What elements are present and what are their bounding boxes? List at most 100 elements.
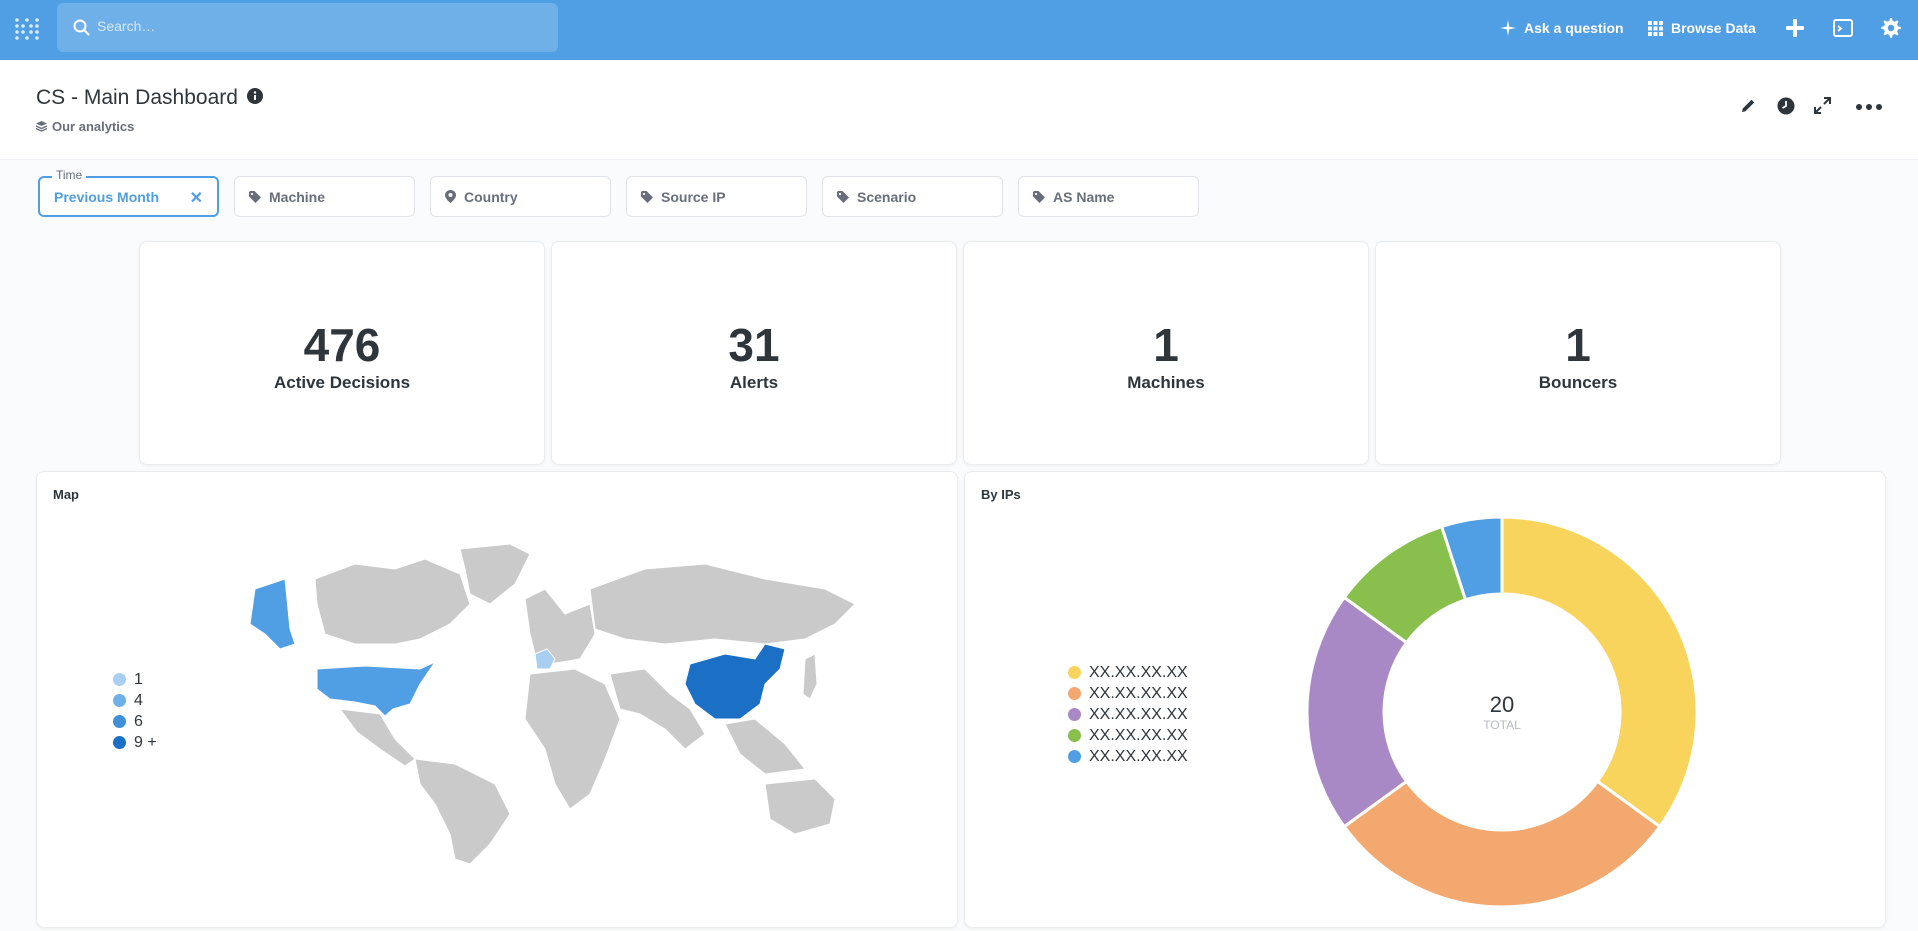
history-clock-icon[interactable]	[1777, 97, 1795, 115]
as-name-filter[interactable]: AS Name	[1018, 176, 1199, 217]
search-icon	[73, 19, 90, 36]
scalar-card-bouncers[interactable]: 1 Bouncers	[1375, 241, 1781, 465]
ask-question-button[interactable]: Ask a question	[1500, 16, 1624, 40]
more-options-icon[interactable]	[1856, 104, 1882, 110]
page-title: CS - Main Dashboard	[36, 86, 238, 109]
scenario-filter-label: Scenario	[857, 188, 917, 205]
legend-swatch	[113, 673, 126, 686]
country-filter[interactable]: Country	[430, 176, 611, 217]
map-region-greenland	[459, 544, 531, 605]
donut-total-value: 20	[1489, 692, 1515, 717]
legend-item[interactable]: XX.XX.XX.XX	[1068, 746, 1188, 767]
map-region-russia	[589, 563, 856, 645]
tag-icon	[1033, 190, 1045, 203]
legend-label: XX.XX.XX.XX	[1089, 705, 1188, 723]
scalar-value: 476	[303, 319, 381, 371]
map-region-australia	[764, 778, 836, 835]
legend-item: 4	[113, 690, 157, 711]
ask-question-label: Ask a question	[1524, 20, 1624, 36]
sparkle-plus-icon	[1500, 20, 1516, 36]
country-filter-label: Country	[464, 188, 518, 205]
legend-item[interactable]: XX.XX.XX.XX	[1068, 725, 1188, 746]
scalar-label: Active Decisions	[273, 373, 411, 392]
close-icon[interactable]: ✕	[189, 190, 203, 207]
card-title: Map	[53, 487, 79, 502]
scalar-card-alerts[interactable]: 31 Alerts	[551, 241, 957, 465]
legend-label: 6	[134, 712, 143, 730]
legend-label: 4	[134, 691, 143, 709]
map-region-middle-east	[609, 668, 706, 750]
tag-icon	[837, 190, 849, 203]
machine-filter[interactable]: Machine	[234, 176, 415, 217]
map-region-france	[534, 648, 556, 670]
donut-slice[interactable]	[1342, 779, 1662, 909]
map-region-south-america	[414, 758, 511, 864]
scalar-card-active-decisions[interactable]: 476 Active Decisions	[139, 241, 545, 465]
time-filter-legend: Time	[52, 168, 87, 182]
browse-data-label: Browse Data	[1671, 20, 1756, 36]
legend-swatch	[1068, 729, 1081, 742]
legend-label: 9 +	[134, 733, 157, 751]
world-map[interactable]	[245, 544, 865, 864]
scalar-label: Alerts	[729, 373, 779, 392]
legend-swatch	[113, 715, 126, 728]
map-legend: 1 4 6 9 +	[113, 669, 157, 753]
legend-item: 9 +	[113, 732, 157, 753]
map-region-se-asia	[724, 718, 806, 775]
legend-item[interactable]: XX.XX.XX.XX	[1068, 704, 1188, 725]
by-ips-card[interactable]: By IPs XX.XX.XX.XX XX.XX.XX.XX XX.XX.XX.…	[964, 471, 1886, 928]
legend-item: 1	[113, 669, 157, 690]
metabase-logo-icon[interactable]	[14, 17, 40, 43]
legend-label: XX.XX.XX.XX	[1089, 684, 1188, 702]
pencil-edit-icon[interactable]	[1740, 97, 1757, 114]
source-ip-filter[interactable]: Source IP	[626, 176, 807, 217]
collection-breadcrumb[interactable]: Our analytics	[36, 119, 134, 134]
top-navigation-bar: Search… Ask a question Browse Data	[0, 0, 1918, 60]
scalar-value: 31	[728, 319, 780, 371]
gear-icon[interactable]	[1880, 17, 1902, 39]
browse-data-button[interactable]: Browse Data	[1648, 16, 1756, 40]
legend-item[interactable]: XX.XX.XX.XX	[1068, 662, 1188, 683]
map-region-china	[684, 643, 786, 720]
collection-stack-icon	[36, 121, 47, 132]
donut-total: 20 TOTAL	[1452, 692, 1552, 732]
map-region-alaska	[249, 578, 296, 650]
map-card[interactable]: Map 1 4 6 9 +	[36, 471, 958, 928]
legend-item[interactable]: XX.XX.XX.XX	[1068, 683, 1188, 704]
info-icon[interactable]	[247, 88, 263, 104]
time-filter[interactable]: Time Previous Month ✕	[38, 168, 219, 217]
legend-label: XX.XX.XX.XX	[1089, 726, 1188, 744]
donut-chart[interactable]	[1302, 512, 1702, 912]
donut-slice[interactable]	[1439, 515, 1504, 602]
map-region-japan	[802, 653, 818, 700]
sql-editor-icon[interactable]	[1832, 17, 1854, 39]
legend-swatch	[1068, 687, 1081, 700]
map-region-africa	[524, 668, 621, 810]
legend-swatch	[1068, 708, 1081, 721]
donut-slice[interactable]	[1500, 515, 1699, 829]
search-input[interactable]: Search…	[57, 3, 558, 52]
scalar-value: 1	[1153, 319, 1179, 371]
legend-swatch	[1068, 750, 1081, 763]
as-name-filter-label: AS Name	[1053, 188, 1115, 205]
fullscreen-expand-icon[interactable]	[1814, 97, 1831, 114]
scalar-label: Bouncers	[1538, 373, 1618, 392]
dashboard-header: CS - Main Dashboard Our analytics	[0, 60, 1918, 160]
time-filter-value: Previous Month	[54, 188, 160, 205]
map-region-europe	[524, 588, 596, 665]
new-plus-icon[interactable]	[1784, 17, 1806, 39]
card-title: By IPs	[981, 487, 1021, 502]
map-region-canada	[314, 558, 471, 645]
legend-swatch	[113, 736, 126, 749]
collection-name: Our analytics	[52, 119, 135, 134]
grid-icon	[1648, 20, 1663, 36]
machine-filter-label: Machine	[269, 188, 326, 205]
scenario-filter[interactable]: Scenario	[822, 176, 1003, 217]
pie-legend: XX.XX.XX.XX XX.XX.XX.XX XX.XX.XX.XX XX.X…	[1068, 662, 1188, 767]
donut-slice[interactable]	[1305, 595, 1409, 829]
scalar-card-machines[interactable]: 1 Machines	[963, 241, 1369, 465]
source-ip-filter-label: Source IP	[661, 188, 726, 205]
tag-icon	[641, 190, 653, 203]
legend-swatch	[1068, 666, 1081, 679]
search-placeholder: Search…	[97, 18, 156, 34]
